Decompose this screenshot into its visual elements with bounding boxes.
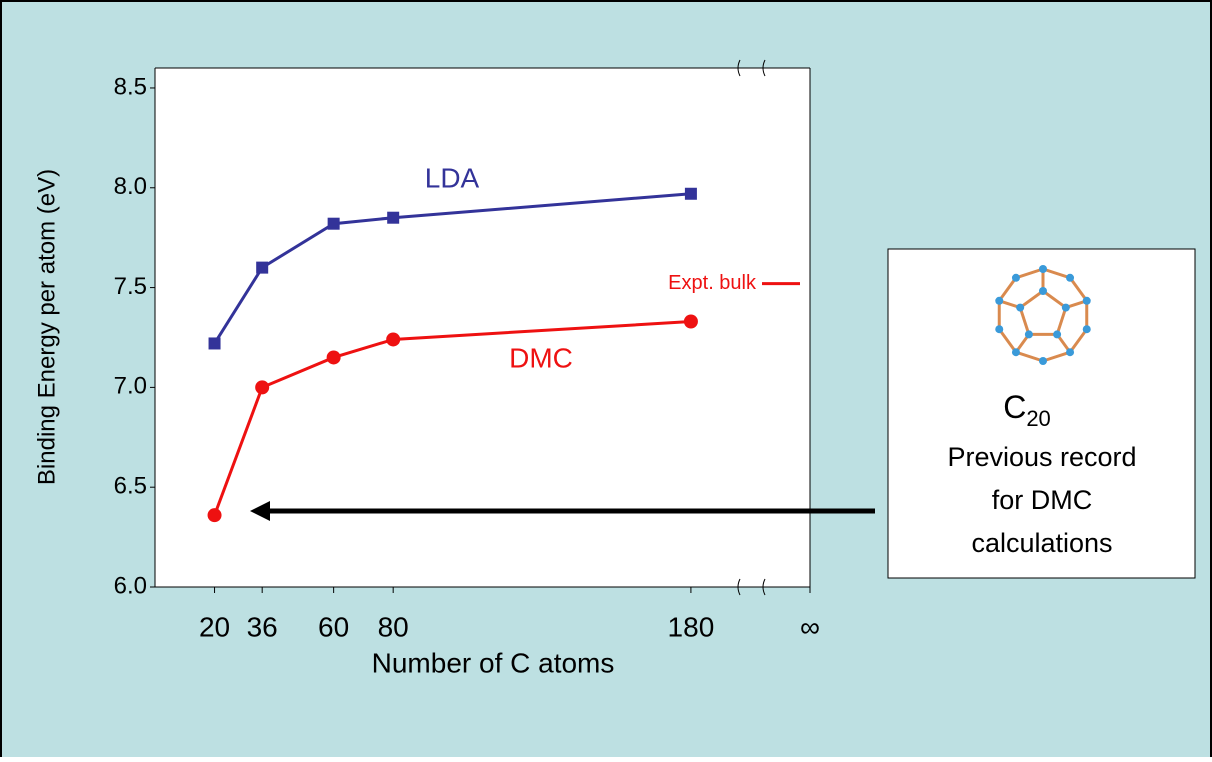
x-axis-label: Number of C atoms: [372, 647, 615, 678]
callout-text: calculations: [971, 528, 1112, 558]
cage-atom: [995, 325, 1003, 333]
formula: C: [1003, 389, 1026, 425]
callout-text: for DMC: [992, 485, 1093, 515]
marker: [209, 337, 221, 349]
cage-atom: [1039, 287, 1047, 295]
slide: Binding Energy per atom (eV) Number of C…: [0, 0, 1212, 757]
cage-atom: [1025, 330, 1033, 338]
marker: [255, 380, 269, 394]
marker: [685, 188, 697, 200]
marker: [327, 350, 341, 364]
x-tick-label: 80: [378, 611, 409, 642]
cage-atom: [1012, 274, 1020, 282]
y-tick-label: 6.5: [114, 473, 147, 500]
marker: [256, 262, 268, 274]
x-tick-label: 60: [318, 611, 349, 642]
expt-bulk-label: Expt. bulk: [668, 272, 757, 294]
y-tick-label: 6.0: [114, 572, 147, 599]
marker: [328, 218, 340, 230]
cage-atom: [1066, 274, 1074, 282]
x-tick-label: 20: [199, 611, 230, 642]
cage-atom: [1083, 325, 1091, 333]
marker: [684, 315, 698, 329]
formula-subscript: 20: [1026, 406, 1050, 431]
y-tick-label: 7.0: [114, 373, 147, 400]
x-tick-label: 36: [247, 611, 278, 642]
callout-text: Previous record: [947, 442, 1136, 472]
y-tick-label: 8.0: [114, 173, 147, 200]
cage-atom: [1016, 304, 1024, 312]
marker: [208, 508, 222, 522]
cage-atom: [1039, 357, 1047, 365]
cage-atom: [1062, 304, 1070, 312]
cage-atom: [1053, 330, 1061, 338]
y-tick-label: 7.5: [114, 273, 147, 300]
series-label: DMC: [509, 342, 573, 373]
cage-atom: [1012, 348, 1020, 356]
marker: [386, 332, 400, 346]
y-axis-label: Binding Energy per atom (eV): [33, 169, 60, 485]
cage-atom: [995, 297, 1003, 305]
cage-atom: [1066, 348, 1074, 356]
series-label: LDA: [425, 162, 480, 193]
x-tick-label: 180: [668, 611, 715, 642]
y-tick-label: 8.5: [114, 73, 147, 100]
cage-atom: [1083, 297, 1091, 305]
x-tick-label: ∞: [800, 611, 820, 642]
marker: [387, 212, 399, 224]
cage-atom: [1039, 265, 1047, 273]
